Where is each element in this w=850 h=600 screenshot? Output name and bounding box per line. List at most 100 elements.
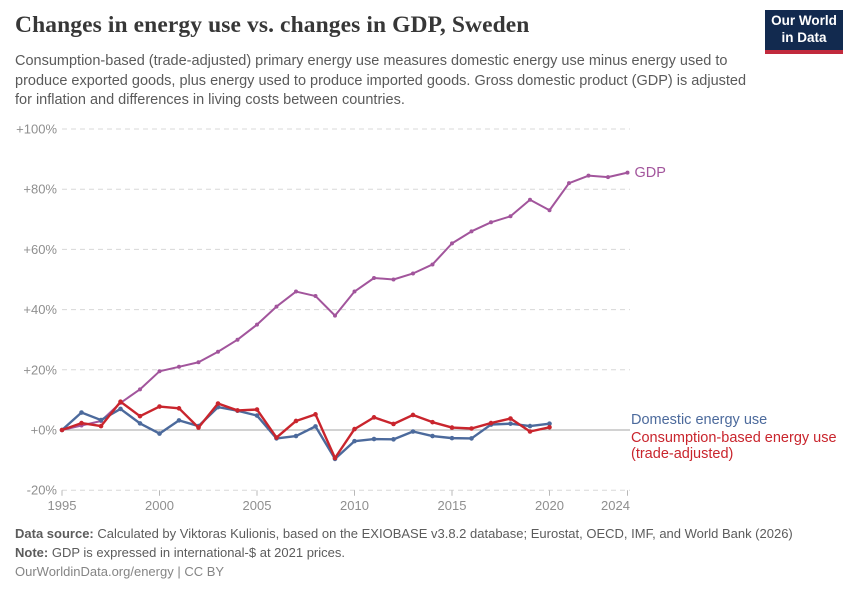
data-point: [372, 275, 376, 280]
data-point: [118, 399, 123, 405]
data-point: [567, 181, 571, 186]
data-point: [157, 431, 162, 436]
data-point: [488, 420, 494, 426]
data-point: [313, 294, 318, 299]
data-point: [391, 437, 396, 442]
data-point: [527, 429, 533, 434]
owid-logo-stripe: [765, 50, 843, 54]
y-axis-label: -20%: [27, 483, 58, 498]
data-point: [625, 170, 630, 175]
y-axis-label: +80%: [23, 182, 57, 197]
data-point: [547, 208, 552, 213]
page-title: Changes in energy use vs. changes in GDP…: [15, 12, 530, 38]
data-point: [410, 429, 416, 434]
data-point: [196, 425, 201, 430]
series-label-consumption-energy[interactable]: Consumption-based energy use: [631, 430, 837, 446]
data-point: [371, 415, 377, 420]
x-axis-label: 2010: [340, 498, 369, 513]
data-source-line: Data source: Calculated by Viktoras Kuli…: [15, 524, 793, 543]
data-point: [508, 214, 513, 219]
data-source-text: Calculated by Viktoras Kulionis, based o…: [97, 526, 793, 541]
owid-logo[interactable]: Our World in Data: [765, 10, 843, 54]
data-point: [157, 369, 162, 374]
data-point: [98, 417, 104, 423]
data-point: [235, 408, 240, 413]
data-point: [333, 313, 337, 318]
data-point: [508, 421, 513, 426]
x-axis-label: 2005: [243, 498, 272, 513]
data-point: [254, 413, 260, 418]
data-point: [216, 349, 220, 354]
data-point: [157, 404, 162, 409]
y-axis-label: +40%: [23, 302, 57, 317]
data-point: [79, 410, 84, 415]
data-point: [508, 416, 513, 421]
series-line-domestic-energy[interactable]: [60, 405, 551, 461]
chart-canvas: +100% +80% +60% +40% +20% +0% -20%1995 2000 2005…: [16, 122, 837, 514]
data-point: [332, 455, 338, 461]
data-point: [371, 436, 377, 442]
data-point: [352, 438, 357, 444]
data-point: [255, 322, 259, 327]
series-label-domestic-energy[interactable]: Domestic energy use: [631, 412, 767, 428]
data-point: [294, 289, 298, 294]
data-point: [430, 433, 435, 439]
x-axis-label: 2000: [145, 498, 174, 513]
data-point: [411, 271, 415, 276]
data-point: [469, 426, 474, 431]
data-point: [586, 173, 591, 178]
series-label-consumption-energy-2[interactable]: (trade-adjusted): [631, 446, 733, 462]
data-point: [196, 360, 201, 365]
data-point: [313, 412, 318, 417]
series-label-gdp[interactable]: GDP: [635, 165, 666, 181]
data-point: [79, 420, 84, 426]
data-point: [59, 427, 65, 433]
data-point: [449, 435, 455, 441]
y-axis-label: +100%: [16, 122, 57, 137]
series-line-gdp[interactable]: [61, 171, 629, 431]
owid-link[interactable]: OurWorldinData.org/energy | CC BY: [15, 564, 225, 579]
data-point: [547, 421, 552, 426]
series-line-consumption-energy[interactable]: [60, 400, 551, 460]
y-axis-label: +20%: [23, 362, 57, 377]
data-point: [528, 197, 532, 202]
data-point: [274, 304, 279, 309]
data-point: [215, 401, 221, 406]
data-point: [352, 426, 357, 432]
x-axis-label: 2020: [535, 498, 564, 513]
data-point: [235, 337, 240, 342]
data-point: [137, 421, 143, 426]
data-point: [489, 220, 493, 225]
data-point: [547, 424, 552, 430]
data-source-label: Data source:: [15, 526, 94, 541]
data-point: [176, 406, 182, 411]
data-point: [449, 425, 455, 430]
data-point: [527, 423, 533, 429]
y-axis-label: +0%: [31, 423, 58, 438]
note-text: GDP is expressed in international-$ at 2…: [51, 545, 345, 560]
note-line: Note: GDP is expressed in international-…: [15, 543, 793, 562]
data-point: [313, 424, 318, 429]
data-point: [450, 241, 454, 246]
data-point: [274, 435, 279, 440]
x-axis-label: 2015: [438, 498, 467, 513]
data-point: [293, 433, 299, 439]
y-axis-label: +60%: [23, 242, 57, 257]
data-point: [391, 277, 396, 282]
data-point: [410, 412, 416, 418]
x-axis-label: 2024: [601, 498, 630, 513]
data-point: [430, 419, 435, 425]
data-point: [177, 364, 181, 369]
data-point: [293, 418, 299, 424]
chart-subtitle: Consumption-based (trade-adjusted) prima…: [15, 53, 747, 108]
data-point: [98, 423, 104, 429]
owid-logo-text: Our World in Data: [765, 10, 843, 50]
data-point: [118, 406, 123, 412]
data-point: [430, 262, 435, 267]
x-axis-label: 1995: [48, 498, 77, 513]
line-chart: +100% +80% +60% +40% +20% +0% -20% 1995 2000 2005…: [0, 115, 850, 520]
data-point: [469, 229, 474, 234]
data-point: [352, 289, 357, 294]
data-point: [391, 421, 396, 427]
